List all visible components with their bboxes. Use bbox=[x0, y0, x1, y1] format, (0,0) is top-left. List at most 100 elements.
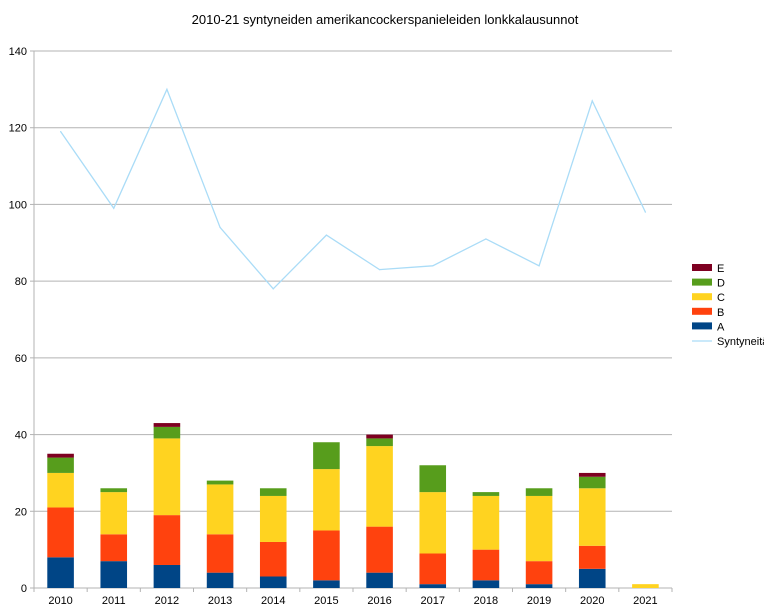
bar-C-2016 bbox=[366, 446, 393, 527]
bar-A-2015 bbox=[313, 580, 340, 588]
grid bbox=[34, 50, 672, 589]
bars bbox=[47, 423, 659, 588]
bar-A-2011 bbox=[100, 561, 128, 588]
legend-swatch-A bbox=[692, 322, 712, 330]
chart-title: 2010-21 syntyneiden amerikancockerspanie… bbox=[192, 12, 579, 27]
bar-C-2011 bbox=[100, 492, 128, 535]
x-tick-label: 2016 bbox=[367, 595, 391, 605]
line-point bbox=[378, 269, 381, 271]
x-tick-label: 2011 bbox=[102, 595, 126, 605]
bar-A-2017 bbox=[419, 584, 447, 588]
bar-D-2018 bbox=[472, 492, 500, 496]
legend-label: E bbox=[717, 263, 724, 275]
bar-A-2013 bbox=[206, 572, 234, 588]
bar-E-2012 bbox=[153, 423, 181, 427]
y-tick-label: 100 bbox=[9, 199, 27, 211]
line-point bbox=[591, 100, 593, 102]
x-tick-label: 2019 bbox=[527, 595, 551, 605]
bar-E-2010 bbox=[47, 453, 74, 458]
bar-B-2013 bbox=[206, 534, 234, 573]
x-tick-label: 2017 bbox=[421, 595, 445, 605]
bar-D-2010 bbox=[47, 457, 74, 473]
line-point bbox=[272, 288, 274, 290]
y-tick-label: 120 bbox=[9, 123, 27, 135]
bar-B-2014 bbox=[259, 541, 287, 577]
bar-C-2017 bbox=[419, 492, 447, 554]
y-tick-label: 140 bbox=[9, 46, 27, 58]
bar-D-2019 bbox=[525, 488, 553, 496]
bar-B-2019 bbox=[525, 561, 553, 585]
y-tick-label: 40 bbox=[15, 430, 27, 442]
line-point bbox=[113, 207, 115, 209]
bar-D-2017 bbox=[419, 465, 447, 493]
line-point bbox=[644, 211, 647, 213]
bar-C-2021 bbox=[632, 584, 659, 588]
bar-A-2018 bbox=[472, 580, 500, 588]
legend-swatch-B bbox=[692, 307, 712, 315]
bar-A-2016 bbox=[366, 572, 393, 588]
bar-B-2015 bbox=[313, 530, 340, 581]
line-point bbox=[538, 265, 540, 267]
bar-C-2015 bbox=[313, 469, 340, 531]
y-tick-label: 20 bbox=[15, 506, 27, 518]
bar-B-2017 bbox=[419, 553, 447, 585]
x-tick-label: 2013 bbox=[208, 595, 232, 605]
bar-B-2012 bbox=[153, 515, 181, 565]
x-tick-label: 2021 bbox=[633, 595, 657, 605]
y-tick-label: 0 bbox=[21, 583, 27, 595]
y-tick-label: 80 bbox=[15, 276, 27, 288]
bar-E-2020 bbox=[578, 472, 606, 477]
line-syntyneita bbox=[60, 87, 647, 290]
bar-D-2014 bbox=[259, 488, 287, 496]
x-tick-label: 2020 bbox=[580, 595, 604, 605]
bar-D-2011 bbox=[100, 488, 128, 493]
line-point bbox=[432, 265, 434, 267]
bar-B-2010 bbox=[47, 507, 74, 558]
legend-swatch-E bbox=[692, 264, 712, 271]
bar-C-2018 bbox=[472, 495, 500, 550]
bar-B-2020 bbox=[578, 545, 606, 569]
legend-swatch-D bbox=[692, 278, 712, 286]
line-point bbox=[219, 226, 221, 229]
legend-label: Syntyneitä bbox=[717, 336, 764, 348]
x-axis: 2010 2011 2012 2013 2014 2015 2016 2017 2018 2019… bbox=[33, 588, 673, 605]
y-tick-label: 60 bbox=[15, 353, 27, 365]
bar-D-2016 bbox=[366, 438, 393, 447]
bar-D-2012 bbox=[153, 426, 181, 439]
bar-D-2013 bbox=[206, 480, 234, 485]
bar-A-2014 bbox=[259, 576, 287, 588]
bar-C-2012 bbox=[153, 438, 181, 516]
bar-C-2013 bbox=[206, 484, 234, 535]
bar-C-2019 bbox=[525, 495, 553, 562]
bar-A-2020 bbox=[578, 568, 606, 588]
bar-B-2011 bbox=[100, 534, 128, 562]
bar-D-2020 bbox=[578, 476, 606, 489]
x-tick-label: 2014 bbox=[261, 595, 285, 605]
line-point bbox=[485, 238, 487, 240]
legend-swatch-C bbox=[692, 293, 712, 301]
bar-A-2019 bbox=[525, 584, 553, 588]
bar-B-2016 bbox=[366, 526, 393, 573]
x-tick-label: 2012 bbox=[155, 595, 179, 605]
line-point bbox=[59, 130, 62, 133]
line-point bbox=[166, 88, 168, 90]
line-series bbox=[59, 87, 647, 290]
legend-label: A bbox=[717, 321, 725, 333]
bar-A-2012 bbox=[153, 564, 181, 588]
y-axis: 0 20 40 60 80 100 120 140 bbox=[9, 46, 35, 595]
legend-label: C bbox=[717, 292, 725, 304]
legend-label: D bbox=[717, 278, 725, 290]
bar-E-2016 bbox=[366, 434, 393, 439]
bar-A-2010 bbox=[47, 557, 74, 588]
bar-C-2010 bbox=[47, 472, 74, 508]
bar-C-2014 bbox=[259, 495, 287, 542]
legend-label: B bbox=[717, 307, 724, 319]
x-tick-label: 2015 bbox=[314, 595, 338, 605]
x-tick-label: 2018 bbox=[474, 595, 498, 605]
bar-C-2020 bbox=[578, 488, 606, 546]
x-tick-label: 2010 bbox=[48, 595, 72, 605]
line-point bbox=[325, 234, 328, 236]
bar-B-2018 bbox=[472, 549, 500, 581]
